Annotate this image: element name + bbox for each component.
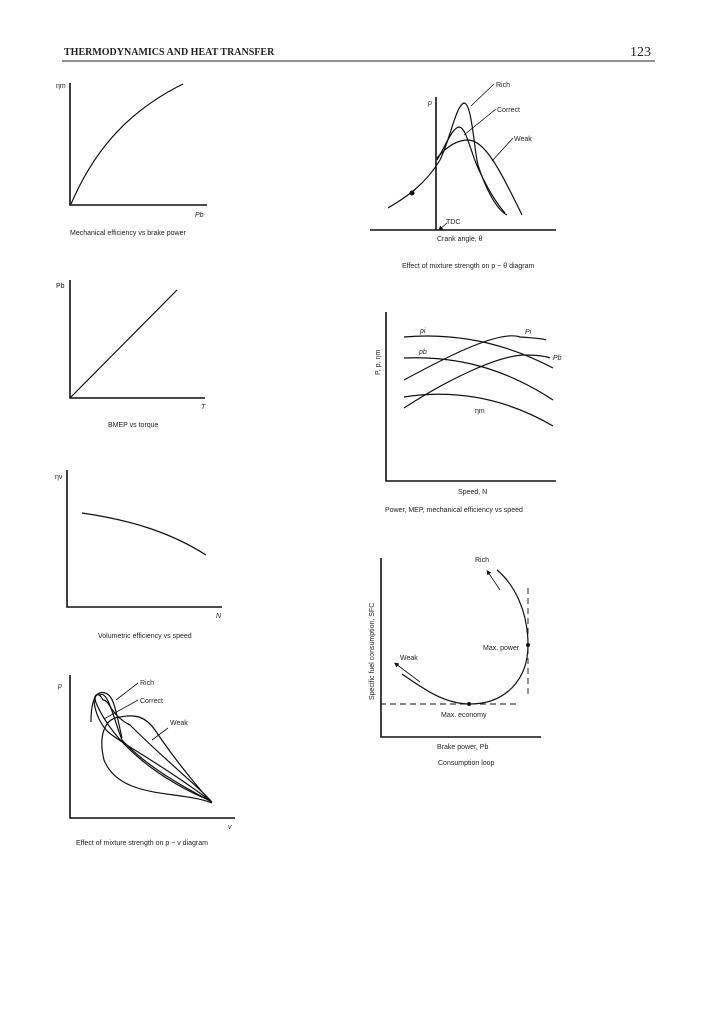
- rich-leader: [470, 83, 495, 107]
- axes: [69, 675, 235, 819]
- rich-curve: [387, 102, 508, 216]
- figure-volumetric-efficiency: ηv N Volumetric efficiency vs speed: [55, 470, 222, 640]
- weak-leader: [151, 727, 169, 741]
- pb-label: pb: [418, 349, 427, 356]
- correct-label: Correct: [140, 698, 163, 705]
- max-power-point: [526, 643, 530, 647]
- x-axis-label: N: [216, 613, 222, 620]
- axes: [69, 83, 207, 206]
- efficiency-curve: [70, 83, 184, 205]
- Pi-curve: [403, 335, 547, 381]
- x-axis-label: v: [228, 824, 232, 831]
- weak-label: Weak: [400, 655, 418, 662]
- etam-label: ηm: [475, 408, 485, 415]
- x-axis-label: Speed, N: [458, 489, 487, 496]
- figure-power-mep-speed: pi Pi pb Pb ηm P, p, ηm Speed, N Power, …: [375, 312, 562, 514]
- bmep-line: [69, 289, 178, 399]
- figure-p-theta-diagram: p Rich Correct Weak TDC Crank angle, θ E…: [370, 82, 556, 270]
- tdc-label: TDC: [446, 219, 460, 226]
- pi-label: pi: [419, 328, 426, 335]
- x-axis-label: Pb: [195, 212, 204, 219]
- rich-loop: [93, 694, 213, 803]
- ignition-point: [409, 190, 415, 196]
- x-axis-label: Crank angle, θ: [437, 236, 483, 243]
- max-economy-label: Max. economy: [441, 712, 487, 719]
- pb-curve: [403, 357, 554, 401]
- rich-label: Rich: [140, 680, 154, 687]
- figure-caption: Mechanical efficiency vs brake power: [70, 230, 186, 237]
- efficiency-curve: [81, 512, 207, 556]
- consumption-curve: [401, 569, 529, 705]
- pi-curve: [403, 335, 554, 369]
- y-axis-label: Specific fuel consumption, SFC: [369, 603, 376, 700]
- x-axis-label: Brake power, Pb: [437, 744, 488, 751]
- max-power-label: Max. power: [483, 645, 520, 652]
- figure-caption: Effect of mixture strength on p − v diag…: [76, 840, 208, 847]
- weak-curve: [436, 139, 523, 216]
- figure-caption: Consumption loop: [438, 760, 495, 767]
- tdc-arrow: [438, 222, 448, 231]
- rich-label: Rich: [496, 82, 510, 89]
- figure-caption: Volumetric efficiency vs speed: [98, 633, 192, 640]
- correct-leader: [463, 108, 497, 136]
- y-axis-label: p: [57, 683, 62, 690]
- y-axis-label: ηv: [55, 474, 63, 481]
- x-axis-label: T: [201, 404, 206, 411]
- rich-leader: [115, 682, 139, 701]
- y-axis-label: p: [427, 100, 432, 107]
- max-economy-point: [467, 702, 471, 706]
- figure-caption: BMEP vs torque: [108, 422, 159, 429]
- weak-arrow: [394, 662, 421, 683]
- figure-caption: Power, MEP, mechanical efficiency vs spe…: [385, 507, 523, 514]
- Pi-label: Pi: [525, 329, 532, 336]
- rich-peak: [90, 691, 123, 739]
- figure-caption: Effect of mixture strength on p − θ diag…: [402, 263, 535, 270]
- Pb-curve: [403, 354, 551, 409]
- axes: [66, 470, 222, 608]
- weak-loop: [101, 715, 213, 804]
- axes: [69, 280, 205, 399]
- axes: [380, 558, 541, 738]
- figure-mechanical-efficiency: ηm Pb Mechanical efficiency vs brake pow…: [56, 83, 207, 237]
- figure-pv-diagram: p Rich Correct Weak v Effect of mixture …: [57, 675, 235, 847]
- correct-label: Correct: [497, 107, 520, 114]
- rich-arrow: [486, 570, 501, 591]
- y-axis-label: P, p, ηm: [375, 350, 382, 375]
- axes: [385, 312, 556, 482]
- figure-bmep-torque: Pb T BMEP vs torque: [56, 280, 206, 429]
- y-axis-label: ηm: [56, 83, 66, 90]
- running-header: THERMODYNAMICS AND HEAT TRANSFER: [64, 47, 275, 58]
- page-number: 123: [630, 45, 651, 60]
- correct-leader: [103, 699, 139, 720]
- etam-curve: [403, 393, 554, 427]
- Pb-label: Pb: [553, 355, 562, 362]
- figure-consumption-loop: Rich Weak Max. power Max. economy Specif…: [369, 557, 541, 767]
- rich-label: Rich: [475, 557, 489, 564]
- weak-leader: [491, 137, 514, 162]
- y-axis-label: Pb: [56, 283, 65, 290]
- weak-label: Weak: [170, 720, 188, 727]
- correct-loop: [94, 693, 212, 802]
- weak-label: Weak: [514, 136, 532, 143]
- correct-curve: [436, 126, 506, 214]
